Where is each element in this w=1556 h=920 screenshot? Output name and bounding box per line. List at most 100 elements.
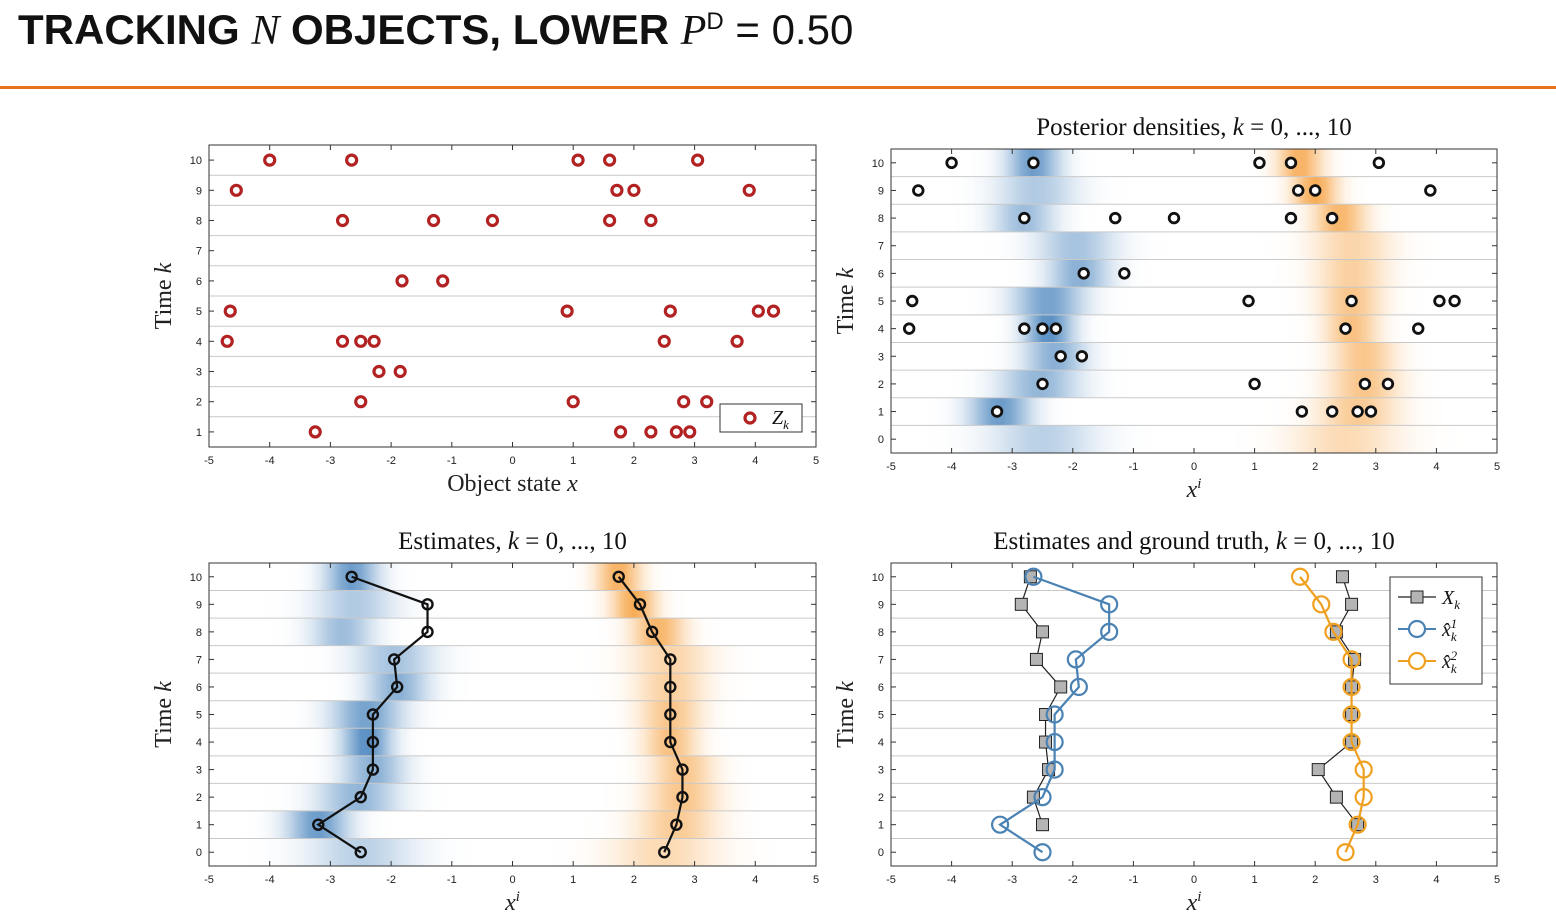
density-stripe: [891, 370, 1497, 398]
estimate-point: [1336, 843, 1355, 862]
y-tick-label: 9: [878, 185, 884, 197]
measurement-point: [1358, 377, 1372, 391]
y-tick-label: 6: [878, 682, 884, 694]
estimate-point: [421, 625, 434, 639]
measurement-point: [485, 213, 500, 228]
ground-truth-point: [1311, 763, 1325, 777]
estimate-point: [1342, 732, 1361, 752]
density-stripe: [891, 204, 1497, 232]
measurement-point: [613, 425, 628, 439]
y-tick-label: 10: [190, 155, 202, 167]
x-tick-label: -2: [1068, 874, 1078, 886]
title-sup: D: [706, 8, 724, 35]
y-tick-label: 1: [878, 407, 884, 419]
estimate-point: [1312, 595, 1331, 614]
estimate-point: [1354, 788, 1373, 807]
estimate-point: [345, 570, 358, 583]
measurement-point: [229, 183, 243, 197]
ground-truth-point: [1029, 652, 1043, 666]
measurement-point: [1364, 405, 1378, 418]
estimate-line: [316, 575, 429, 854]
measurement-point: [1049, 322, 1063, 335]
x-tick-label: 2: [1312, 461, 1318, 473]
measurement-point: [1424, 184, 1437, 197]
estimate-point: [1342, 650, 1361, 669]
estimate-point: [1045, 705, 1064, 724]
density-stripe: [209, 810, 816, 839]
measurement-point: [395, 274, 409, 288]
estimate-point: [1348, 815, 1367, 834]
y-tick-label: 1: [196, 427, 202, 439]
ground-truth-point: [1014, 597, 1028, 611]
measurement-point: [1412, 322, 1425, 335]
y-tick-label: 1: [878, 820, 884, 832]
plot-title: Posterior densities, k = 0, ..., 10: [1036, 114, 1352, 141]
measurement-point: [912, 184, 925, 197]
measurement-point: [730, 334, 744, 348]
y-tick-label: 6: [196, 276, 202, 288]
density-stripe: [891, 314, 1497, 343]
measurement-point: [1036, 377, 1049, 391]
measurement-point: [1308, 184, 1322, 197]
title-prefix: TRACKING: [18, 6, 252, 53]
x-tick-label: -2: [386, 455, 396, 467]
estimate-point: [670, 818, 683, 831]
estimate-point: [1324, 622, 1343, 641]
measurement-point: [669, 425, 683, 439]
estimate-point: [633, 598, 647, 611]
measurement-point: [566, 395, 580, 409]
measurement-point: [603, 213, 617, 228]
ground-truth-point: [1036, 625, 1049, 639]
measurement-point: [1242, 294, 1255, 308]
title-N: N: [251, 8, 280, 54]
x-tick-label: 1: [570, 874, 576, 886]
y-axis-label: Time k: [833, 267, 859, 334]
measurement-point: [902, 322, 916, 335]
x-tick-label: 4: [1433, 874, 1439, 886]
legend-label: x̂k2: [1441, 648, 1458, 676]
density-stripe: [209, 783, 816, 811]
x-tick-label: -4: [947, 461, 957, 473]
x-tick-label: -5: [204, 455, 214, 467]
x-tick-label: 5: [1494, 874, 1500, 886]
estimate-point: [1024, 567, 1043, 586]
x-tick-label: -5: [204, 874, 214, 886]
measurement-point: [1018, 322, 1031, 335]
ground-truth-point: [1345, 597, 1359, 611]
estimate-point: [354, 846, 367, 859]
x-tick-label: 0: [509, 874, 515, 886]
density-stripe: [209, 673, 816, 701]
estimate-line: [1299, 576, 1365, 853]
measurement-point: [1077, 267, 1090, 280]
x-tick-label: -1: [447, 455, 457, 467]
y-tick-label: 3: [878, 765, 884, 777]
ground-truth-point: [1329, 790, 1343, 804]
y-tick-label: 4: [878, 324, 884, 336]
measurement-point: [571, 153, 585, 167]
estimate-point: [612, 570, 625, 583]
measurement-point: [220, 334, 234, 348]
y-tick-label: 8: [196, 216, 202, 228]
measurement-point: [1253, 156, 1266, 170]
measurement-point: [372, 364, 386, 379]
measurement-point: [436, 274, 450, 288]
y-tick-label: 7: [196, 654, 202, 666]
measurement-point: [700, 395, 714, 409]
estimate-point: [387, 653, 401, 666]
density-stripe: [209, 755, 816, 784]
measurement-point: [1027, 156, 1040, 170]
y-tick-label: 6: [196, 682, 202, 694]
measurement-point: [1248, 377, 1261, 391]
x-tick-label: 5: [813, 874, 819, 886]
x-tick-label: -3: [1007, 461, 1017, 473]
x-tick-label: -3: [326, 455, 336, 467]
measurement-point: [742, 183, 756, 197]
x-tick-label: 3: [1373, 461, 1379, 473]
estimate-point: [1100, 595, 1119, 614]
measurement-point: [1351, 405, 1364, 418]
measurement-point: [560, 304, 574, 318]
estimate-point: [421, 598, 434, 611]
legend-label: Xk: [1441, 587, 1460, 612]
y-tick-label: 10: [872, 572, 884, 584]
y-tick-label: 5: [878, 710, 884, 722]
